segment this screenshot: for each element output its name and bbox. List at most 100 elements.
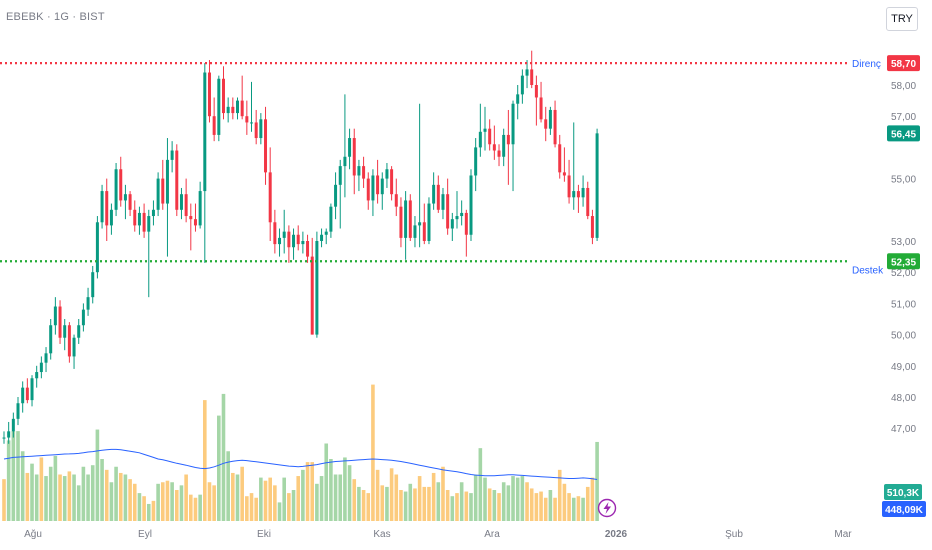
volume-bar	[235, 474, 240, 521]
candle	[455, 191, 459, 229]
candle	[324, 228, 328, 245]
candle-body	[590, 216, 594, 238]
time-tick-label: Ara	[484, 529, 500, 540]
volume-bar	[76, 485, 81, 521]
volume-bar	[403, 491, 408, 521]
candle-body	[165, 159, 169, 204]
candle	[446, 178, 450, 235]
volume-bar	[291, 490, 296, 521]
price-tick-label: 51,00	[891, 299, 916, 310]
volume-bar	[506, 485, 511, 521]
candle-body	[343, 156, 347, 167]
price-tick-label: 55,00	[891, 175, 916, 186]
candle-body	[25, 387, 29, 401]
candle-body	[179, 194, 183, 210]
candle-body	[198, 191, 202, 226]
volume-bar	[492, 490, 497, 521]
candle	[441, 187, 445, 220]
candle-body	[245, 116, 249, 123]
volume-bar	[128, 479, 132, 521]
volume-bar	[11, 431, 16, 521]
candle	[137, 206, 141, 235]
candle-body	[16, 403, 20, 419]
candle-body	[352, 138, 356, 176]
candle	[282, 209, 286, 254]
candle-body	[30, 378, 34, 401]
volume-bar	[347, 465, 352, 521]
candle-body	[436, 184, 440, 210]
time-axis[interactable]: Ağu Eyl Eki Kas Ara 2026 Şub Mar	[24, 529, 852, 540]
candle-body	[413, 225, 417, 238]
candle	[539, 81, 543, 123]
volume-bar	[25, 472, 30, 521]
volume-bar	[249, 493, 254, 521]
candle-body	[53, 306, 57, 326]
volume-bar	[422, 486, 427, 521]
volume-bar	[245, 496, 249, 521]
candle-body	[119, 169, 123, 201]
candle-body	[539, 97, 543, 120]
candle	[39, 356, 43, 379]
volume-bar	[132, 483, 137, 521]
candle-body	[170, 150, 174, 160]
lightning-icon[interactable]	[597, 498, 617, 518]
volume-bar	[310, 462, 315, 521]
candle	[184, 178, 188, 223]
candle	[581, 175, 585, 207]
candle	[123, 184, 127, 220]
candle-body	[63, 325, 67, 338]
candle	[58, 300, 62, 344]
candle	[2, 431, 6, 444]
volume-bar	[165, 480, 170, 521]
candle-body	[380, 178, 384, 195]
volume-bar	[399, 490, 403, 521]
volume-bar	[431, 472, 436, 521]
candle	[16, 397, 20, 426]
volume-bar	[567, 493, 571, 521]
candle-body	[544, 119, 548, 129]
candle	[165, 138, 169, 257]
volume-bar	[408, 483, 413, 521]
volume-bar	[2, 479, 6, 521]
candle	[310, 237, 314, 335]
candle-body	[562, 172, 566, 176]
volume-bar	[259, 477, 263, 521]
volume-bar	[357, 486, 361, 521]
time-tick-label: Kas	[373, 529, 390, 540]
volume-bar	[72, 474, 76, 521]
candle-body	[390, 169, 394, 195]
volume-bar	[394, 474, 399, 521]
candle-body	[460, 212, 464, 217]
candle	[334, 172, 338, 220]
candle-body	[278, 237, 282, 245]
candle-body	[91, 272, 95, 298]
candle-body	[432, 184, 436, 204]
svg-text:58,70: 58,70	[891, 59, 916, 70]
price-axis[interactable]: 58,00 57,00 55,00 53,00 52,00 51,00 50,00 49,00…	[891, 81, 916, 435]
symbol-title: EBEBK · 1G · BIST	[6, 11, 105, 23]
candle	[226, 97, 230, 123]
volume-badge: 510,3K	[884, 484, 922, 500]
candle	[21, 381, 25, 413]
candle-body	[236, 100, 239, 114]
candle-body	[259, 119, 263, 139]
volume-bar	[104, 469, 109, 521]
volume-bar	[515, 477, 520, 521]
volume-bar	[557, 469, 562, 521]
candle-body	[483, 128, 487, 132]
candle-body	[2, 437, 6, 439]
volume-bar	[109, 482, 114, 521]
currency-button[interactable]: TRY	[886, 7, 918, 31]
candle	[338, 159, 342, 229]
candle	[273, 209, 277, 254]
candle	[385, 163, 389, 188]
candle	[264, 106, 268, 185]
candle-body	[362, 166, 366, 179]
volume-bar	[478, 448, 483, 521]
volume-bar	[338, 474, 343, 521]
candle	[7, 421, 11, 444]
candle-body	[488, 128, 492, 145]
candle-body	[77, 325, 81, 338]
candle	[72, 334, 76, 369]
